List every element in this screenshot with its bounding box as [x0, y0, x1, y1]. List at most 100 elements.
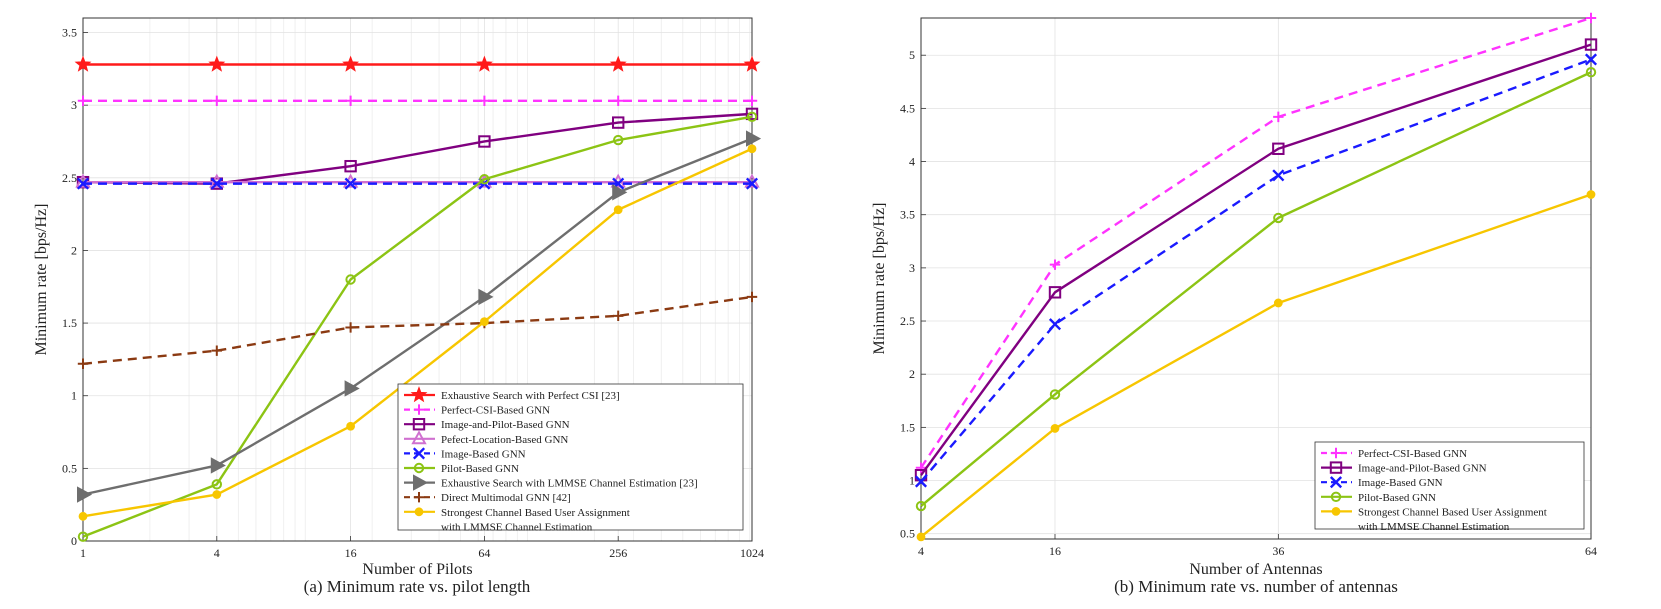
x-tick-label: 4 — [918, 544, 924, 558]
series-line — [82, 147, 753, 518]
legend-label: Pefect-Location-Based GNN — [441, 434, 568, 446]
legend-marker — [413, 462, 425, 474]
legend-marker — [1330, 491, 1342, 502]
data-point — [480, 317, 489, 327]
data-point — [612, 184, 628, 201]
data-point — [210, 457, 226, 474]
chart-caption: (b) Minimum rate vs. number of antennas — [1114, 577, 1398, 596]
x-tick-label: 36 — [1272, 544, 1284, 558]
data-point — [743, 55, 761, 72]
data-point — [915, 500, 927, 512]
legend-label: Perfect-CSI-Based GNN — [441, 405, 550, 417]
data-point — [208, 55, 226, 72]
data-point — [613, 95, 624, 107]
y-tick-label: 1.5 — [62, 316, 77, 330]
data-point — [1273, 212, 1284, 224]
legend-entry: Perfect-CSI-Based GNN — [1321, 447, 1467, 460]
data-point — [212, 490, 222, 499]
y-tick-label: 1 — [909, 474, 915, 488]
series-2 — [77, 95, 758, 107]
legend-marker — [414, 507, 424, 517]
x-tick-label: 16 — [345, 546, 357, 560]
series-line — [82, 137, 753, 496]
legend-label: with LMMSE Channel Estimation — [1358, 521, 1510, 533]
x-tick-label: 1024 — [740, 546, 764, 560]
chart-b: 0.5 1 1.5 2 2.5 3 3.5 4 4.5 5 4 16 36 64 Number of Ant… — [871, 12, 1598, 596]
chart-caption: (a) Minimum rate vs. pilot length — [304, 577, 531, 596]
series-3 — [914, 53, 1598, 488]
data-point — [1050, 424, 1060, 433]
legend-marker — [413, 404, 425, 415]
y-tick-label: 0.5 — [62, 461, 77, 475]
legend-entry: Image-and-Pilot-Based GNN — [1321, 461, 1487, 475]
legend-marker — [410, 386, 428, 403]
x-axis-label: Number of Pilots — [362, 561, 472, 578]
data-point — [475, 55, 493, 72]
legend-label: Image-Based GNN — [1358, 477, 1443, 489]
y-tick-label: 2 — [909, 367, 915, 381]
data-point — [1049, 259, 1061, 270]
legend-entry: Strongest Channel Based User Assignment w… — [1321, 506, 1547, 533]
data-point — [746, 111, 758, 122]
series-4 — [915, 67, 1597, 512]
legend-entry: Perfect-CSI-Based GNN — [404, 404, 550, 417]
y-axis-label: Minimum rate [bps/Hz] — [871, 203, 888, 355]
legend: Perfect-CSI-Based GNN Image-and-Pilot-Bas… — [1314, 441, 1585, 533]
legend-entry: Image-Based GNN — [1321, 476, 1443, 489]
data-point — [1048, 318, 1062, 331]
series-line — [920, 193, 1592, 538]
legend-label: Image-and-Pilot-Based GNN — [441, 419, 570, 431]
data-point — [746, 95, 758, 107]
data-point — [342, 55, 360, 72]
legend-label: Strongest Channel Based User Assignment — [1358, 506, 1547, 518]
y-tick-label: 2.5 — [900, 314, 915, 328]
legend-marker — [413, 474, 429, 491]
data-point — [1585, 12, 1597, 24]
data-point — [1272, 169, 1285, 182]
data-point — [478, 288, 494, 306]
legend-entry: Strongest Channel Based User Assignment w… — [404, 507, 630, 533]
y-tick-label: 3 — [71, 98, 77, 112]
series-1 — [915, 12, 1597, 473]
series-line — [82, 115, 753, 538]
series-line — [920, 71, 1592, 507]
y-tick-label: 4 — [909, 155, 915, 169]
data-point — [613, 205, 623, 215]
legend-marker — [411, 430, 427, 445]
data-point — [609, 55, 627, 72]
legend-label: Pilot-Based GNN — [441, 463, 519, 475]
data-point — [76, 177, 90, 190]
legend-entry: Image-Based GNN — [404, 447, 526, 460]
chart-a: 0 0.5 1 1.5 2 2.5 3 3.5 1 4 16 64 256 1024 Number of P… — [33, 17, 764, 596]
data-point — [1586, 190, 1596, 199]
legend-entry: Pilot-Based GNN — [1321, 491, 1436, 504]
y-tick-label: 2.5 — [62, 171, 77, 185]
x-tick-label: 256 — [609, 546, 627, 560]
legend-marker — [1330, 447, 1342, 459]
y-tick-label: 3 — [909, 261, 915, 275]
data-point — [479, 174, 490, 185]
data-point — [211, 95, 222, 107]
data-point — [77, 358, 89, 369]
data-point — [211, 345, 222, 356]
legend: Exhaustive Search with Perfect CSI [23] P… — [397, 383, 744, 533]
legend-label: Direct Multimodal GNN [42] — [441, 492, 571, 504]
data-point — [344, 159, 357, 173]
legend-entry: Pefect-Location-Based GNN — [404, 430, 568, 446]
data-point — [211, 479, 223, 490]
x-tick-label: 64 — [478, 546, 490, 560]
x-tick-label: 4 — [214, 546, 220, 560]
data-point — [745, 177, 759, 190]
data-point — [77, 486, 93, 503]
y-tick-label: 0 — [71, 534, 77, 548]
x-tick-label: 1 — [80, 546, 86, 560]
series-5 — [916, 190, 1596, 542]
data-point — [747, 144, 757, 154]
legend-entry: Pilot-Based GNN — [404, 462, 519, 475]
data-point — [916, 532, 926, 542]
legend-box — [397, 383, 744, 531]
data-point — [346, 421, 356, 431]
data-point — [613, 134, 624, 146]
legend-entry: Exhaustive Search with LMMSE Channel Est… — [404, 474, 698, 491]
x-tick-label: 16 — [1049, 544, 1061, 558]
